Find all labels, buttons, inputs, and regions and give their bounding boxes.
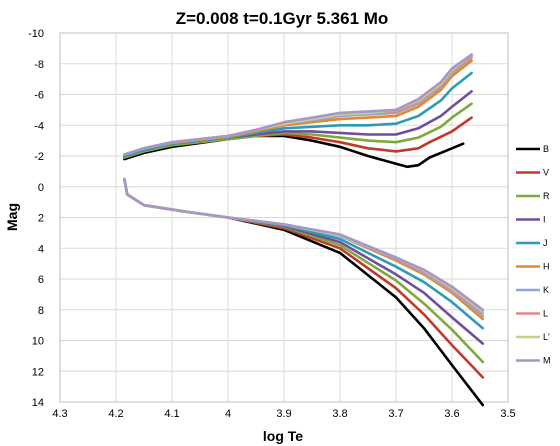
series-J xyxy=(123,71,485,330)
x-axis-label: log Te xyxy=(263,428,303,444)
x-tick-label: 3.9 xyxy=(276,408,291,420)
legend-label: V xyxy=(543,168,549,178)
series-line-lower xyxy=(123,177,485,312)
y-tick-label: 8 xyxy=(38,305,44,317)
legend-label: K xyxy=(543,285,549,295)
series-line-lower xyxy=(123,177,485,313)
y-tick-label: 4 xyxy=(38,243,44,255)
series-line-upper xyxy=(123,102,473,159)
y-axis-label: Mag xyxy=(4,203,20,231)
y-tick-label: 0 xyxy=(38,182,44,194)
series-line-lower xyxy=(123,177,485,315)
x-tick-label: 3.6 xyxy=(444,408,459,420)
legend-label: J xyxy=(543,238,548,248)
y-tick-label: 12 xyxy=(32,366,44,378)
y-tick-label: -2 xyxy=(34,151,44,163)
series-M xyxy=(123,53,485,312)
x-tick-label: 3.7 xyxy=(388,408,403,420)
y-tick-label: -6 xyxy=(34,90,44,102)
y-tick-label: 6 xyxy=(38,274,44,286)
y-tick-label: 14 xyxy=(32,397,44,409)
x-tick-label: 4.2 xyxy=(108,408,123,420)
y-tick-label: 10 xyxy=(32,336,44,348)
legend-label: L xyxy=(543,309,548,319)
series-layer xyxy=(123,53,485,407)
series-line-lower xyxy=(123,177,485,330)
x-tick-label: 3.8 xyxy=(332,408,347,420)
series-B xyxy=(123,134,485,407)
series-H xyxy=(123,59,485,321)
y-tick-label: -10 xyxy=(28,28,44,40)
y-tick-label: -4 xyxy=(34,120,44,132)
x-tick-label: 4.1 xyxy=(164,408,179,420)
x-tick-label: 4 xyxy=(225,408,231,420)
legend-label: H xyxy=(543,262,550,272)
legend-label: M xyxy=(543,356,551,366)
legend-label: B xyxy=(543,144,549,154)
series-line-upper xyxy=(123,53,473,156)
x-tick-label: 3.5 xyxy=(500,408,515,420)
legend-label: R xyxy=(543,191,550,201)
chart-title: Z=0.008 t=0.1Gyr 5.361 Mo xyxy=(176,9,389,28)
tick-labels: 4.3 4.2 4.1 4 3.9 3.8 3.7 3.6 3.5 -10 -8 -6 -4 -2 0 2 4 6… xyxy=(28,28,516,420)
y-tick-label: -8 xyxy=(34,59,44,71)
plot-area xyxy=(59,32,509,403)
legend-label: I xyxy=(543,215,546,225)
series-line-lower xyxy=(123,177,485,318)
y-tick-label: 2 xyxy=(38,213,44,225)
x-tick-label: 4.3 xyxy=(52,408,67,420)
legend: B V R I J H K L L' M xyxy=(516,144,551,366)
legend-label: L' xyxy=(543,332,550,342)
